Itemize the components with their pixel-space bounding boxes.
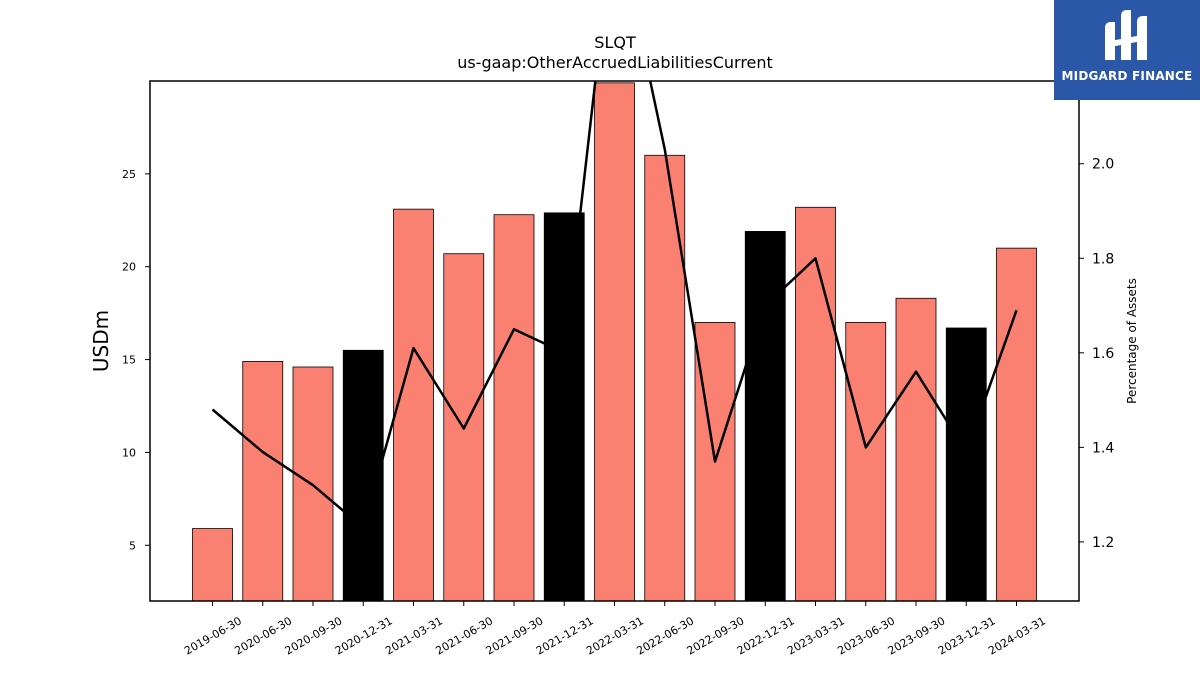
y-tick-label: 5 xyxy=(129,539,136,552)
bar-2023-09-30 xyxy=(895,297,937,601)
bar-2023-12-31 xyxy=(945,327,987,601)
bar-2023-03-31 xyxy=(795,206,836,601)
y2-tick-label: 1.6 xyxy=(1092,346,1114,362)
y2-tick-label: 1.2 xyxy=(1092,535,1114,551)
bar-2024-03-31 xyxy=(996,247,1037,601)
bar-2023-06-30 xyxy=(845,322,887,601)
y-tick-label: 15 xyxy=(122,354,136,367)
chart-subtitle: us-gaap:OtherAccruedLiabilitiesCurrent xyxy=(457,53,773,72)
line-percentage-of-assets xyxy=(211,81,1018,529)
logo-text: MIDGARD FINANCE xyxy=(1061,69,1193,83)
chart-title: SLQT xyxy=(594,33,636,52)
bar-2019-06-30 xyxy=(192,528,233,601)
bar-2021-12-31 xyxy=(543,212,585,601)
brand-logo: MIDGARD FINANCE xyxy=(1054,0,1200,100)
y2-tick-label: 1.4 xyxy=(1092,440,1114,456)
bar-2021-09-30 xyxy=(493,214,535,601)
bar-2022-06-30 xyxy=(644,154,686,601)
bar-2022-12-31 xyxy=(744,231,786,601)
bar-2021-03-31 xyxy=(393,208,434,601)
y-tick-label: 25 xyxy=(122,168,136,181)
bar-2020-06-30 xyxy=(242,361,284,601)
y-tick-label: 10 xyxy=(122,446,136,459)
y-tick-label: 20 xyxy=(122,261,136,274)
y2-tick-label: 1.8 xyxy=(1092,251,1114,267)
y-axis-label: USDm xyxy=(89,310,113,372)
y2-axis-label: Percentage of Assets xyxy=(1125,278,1139,404)
y2-tick-label: 2.0 xyxy=(1092,157,1114,173)
bar-2022-03-31 xyxy=(594,82,635,601)
midgard-logo-icon xyxy=(1105,10,1147,60)
x-tick-label: 2024-03-31 xyxy=(986,614,1048,657)
